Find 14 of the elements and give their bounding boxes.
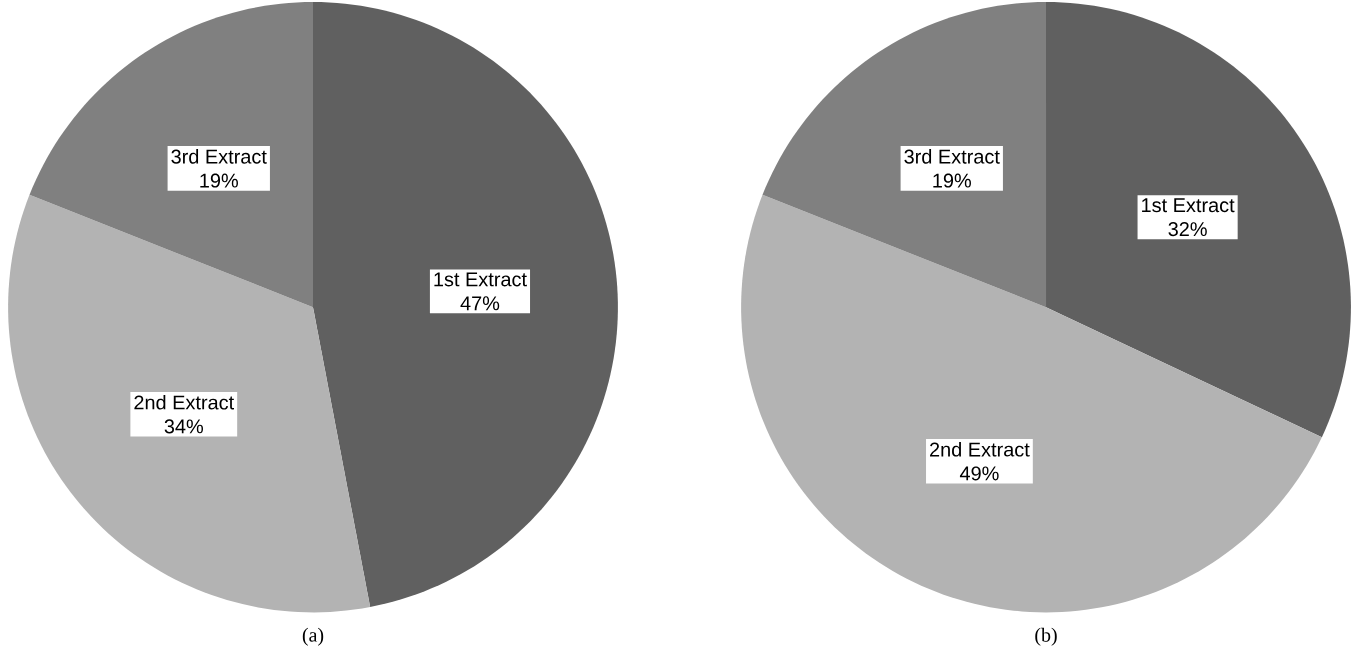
data-label: 19% <box>933 173 971 188</box>
slice-label: 1st Extract <box>1142 198 1235 213</box>
slice-label: 1st Extract <box>434 272 527 287</box>
text: (b) <box>1035 627 1057 646</box>
data-label: 49% <box>959 466 999 481</box>
slice-label: 2nd Extract <box>930 441 1030 457</box>
slice-label: 3rd Extract <box>904 149 1000 164</box>
data-label: 32% <box>1168 222 1207 237</box>
data-label: 19% <box>200 173 238 188</box>
slice-label: 2nd Extract <box>134 394 235 410</box>
slice-label: 3rd Extract <box>171 149 267 164</box>
data-label: 34% <box>164 419 203 434</box>
data-label: 47% <box>460 296 500 311</box>
text: (a) <box>302 627 324 646</box>
